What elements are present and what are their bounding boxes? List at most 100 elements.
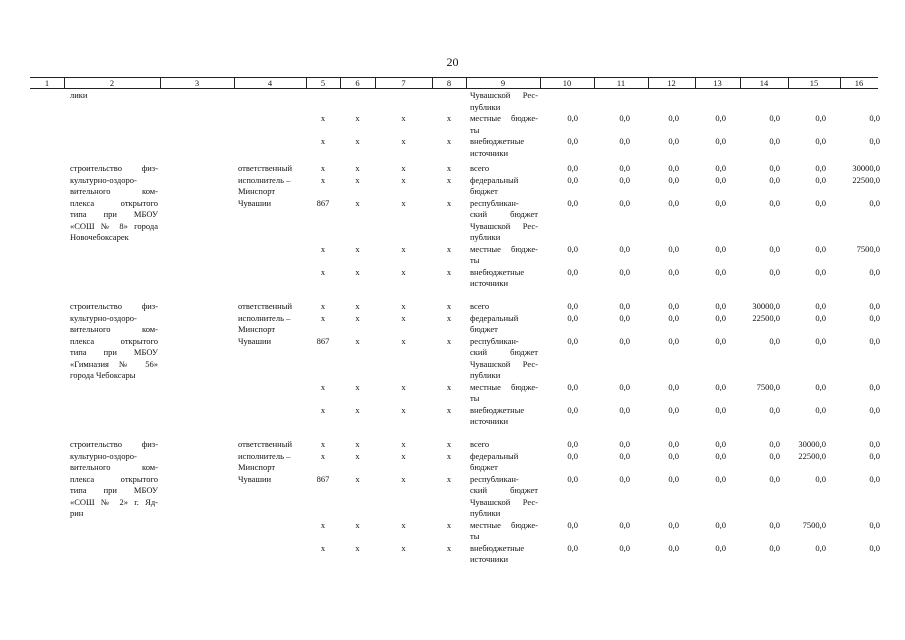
table-header: 1 2 3 4 5 6 7 8 9 10 11 12 13 14 15 16 [30,77,878,89]
value-cell: 0,0 [619,312,630,323]
column-divider [594,78,595,88]
budget-code-cell: х [320,243,326,254]
project-name-line: культурно-оздоро- [70,312,137,323]
column-6-cell: х [355,266,360,277]
value-cell: 0,0 [668,243,679,254]
funding-source-line: источники [470,554,509,564]
funding-source-line: местные бюдже- [470,113,538,123]
funding-source-line: ты [470,393,480,403]
value-cell: 0,0 [619,136,630,146]
column-6-cell: х [355,439,360,449]
value-cell: 0,0 [567,312,578,323]
budget-code-cell: х [320,519,326,530]
value-cell: 0,0 [619,473,630,484]
funding-source-line: ский бюджет [470,347,538,357]
value-cell: 0,0 [815,381,826,392]
column-8-cell: х [446,519,452,530]
column-7-cell: х [401,174,406,185]
value-cell: 0,0 [869,136,880,146]
column-6-cell: х [355,243,360,254]
value-cell: 0,0 [769,174,780,185]
value-cell: 0,0 [668,335,679,346]
value-cell: 0,0 [769,243,780,254]
funding-source-line: местные бюдже- [470,519,538,530]
value-cell: 0,0 [567,450,578,461]
project-name-line: плекса открытого [70,197,158,208]
value-cell: 0,0 [668,439,679,449]
column-divider [840,78,841,88]
value-cell: 0,0 [567,473,578,484]
value-cell: 0,0 [869,301,880,311]
value-cell: 0,0 [769,439,780,449]
value-cell: 0,0 [869,312,880,323]
value-cell: 0,0 [815,266,826,277]
column-7-cell: х [401,136,406,146]
funding-source-line: республикан- [470,473,519,484]
value-cell: 22500,0 [798,450,826,461]
budget-code-cell: х [320,450,326,461]
value-cell: 7500,0 [802,519,826,530]
value-cell: 0,0 [769,266,780,277]
column-8-cell: х [446,243,452,254]
column-divider [340,78,341,88]
value-cell: 0,0 [619,163,630,173]
column-6-cell: х [355,113,360,123]
value-cell: 0,0 [869,519,880,530]
column-7-cell: х [401,439,406,449]
value-cell: 7500,0 [756,381,780,392]
value-cell: 0,0 [668,404,679,415]
value-cell: 0,0 [869,266,880,277]
executor-line: Минспорт [238,324,276,334]
value-cell: 0,0 [619,335,630,346]
project-name-line: культурно-оздоро- [70,174,137,185]
column-7-cell: х [401,450,406,461]
value-cell: 0,0 [619,439,630,449]
executor-line: Чувашии [238,197,272,208]
value-cell: 0,0 [619,404,630,415]
funding-source-line: всего [470,301,490,311]
budget-code-cell: х [320,381,326,392]
value-cell: 0,0 [815,301,826,311]
column-8-cell: х [446,439,452,449]
budget-code-cell: х [320,163,326,173]
value-cell: 0,0 [869,197,880,208]
value-cell: 0,0 [715,301,726,311]
value-cell: 0,0 [567,174,578,185]
column-8-cell: х [446,312,452,323]
funding-source-line: всего [470,163,490,173]
value-cell: 0,0 [567,163,578,173]
value-cell: 0,0 [619,197,630,208]
column-divider [432,78,433,88]
value-cell: 0,0 [715,266,726,277]
value-cell: 0,0 [869,404,880,415]
column-divider [540,78,541,88]
executor-line: ответственный [238,163,292,173]
column-header-10: 10 [562,78,572,88]
project-name-line: строительство физ- [70,163,158,173]
column-divider [695,78,696,88]
column-6-cell: х [355,542,360,553]
funding-source-line: внебюджетные [470,542,525,553]
column-header-16: 16 [854,78,864,88]
value-cell: 0,0 [567,381,578,392]
value-cell: 0,0 [815,473,826,484]
value-cell: 0,0 [715,519,726,530]
funding-source-line: источники [470,278,509,288]
project-name-line: типа при МБОУ [70,209,158,219]
column-divider [648,78,649,88]
value-cell: 0,0 [815,312,826,323]
value-cell: 0,0 [769,473,780,484]
column-divider [466,78,467,88]
funding-source-line: ты [470,124,480,135]
value-cell: 0,0 [668,450,679,461]
column-8-cell: х [446,136,452,146]
column-divider [788,78,789,88]
value-cell: 0,0 [668,136,679,146]
column-header-13: 13 [713,78,722,88]
value-cell: 0,0 [715,335,726,346]
value-cell: 0,0 [869,335,880,346]
column-header-14: 14 [759,78,769,88]
column-7-cell: х [401,301,406,311]
value-cell: 0,0 [567,519,578,530]
column-divider [160,78,161,88]
